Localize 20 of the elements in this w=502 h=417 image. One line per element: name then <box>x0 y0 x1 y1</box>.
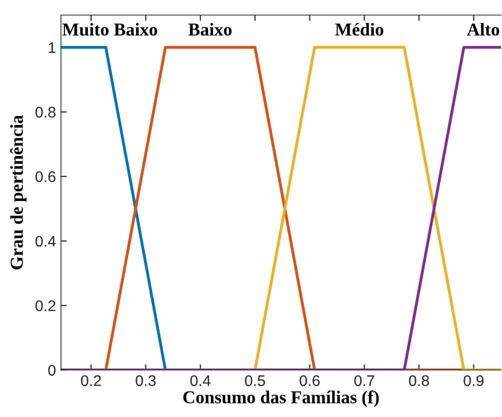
x-tick-label: 0.7 <box>354 375 374 386</box>
x-tick-label: 0.6 <box>300 375 320 386</box>
series-label: Baixo <box>188 22 232 36</box>
y-tick-label: 0.6 <box>35 171 56 182</box>
series-label: Médio <box>335 22 384 36</box>
y-tick-label: 0.4 <box>35 236 56 247</box>
x-axis-title: Consumo das Famílias (f) <box>183 390 379 408</box>
x-tick-label: 0.4 <box>190 375 211 386</box>
x-tick-label: 0.9 <box>464 375 484 386</box>
y-tick-label: 0.2 <box>35 300 56 312</box>
x-tick-label: 0.8 <box>408 375 429 386</box>
series-label: Alto <box>466 22 500 36</box>
x-tick-label: 0.3 <box>136 375 156 386</box>
y-tick-label: 0.8 <box>35 106 56 118</box>
series-label: Muito Baixo <box>62 22 158 36</box>
y-tick-label: 1 <box>48 42 56 53</box>
x-tick-label: 0.2 <box>81 375 101 386</box>
x-tick-label: 0.5 <box>245 375 266 386</box>
y-axis-title: Grau de pertinência <box>10 115 27 270</box>
y-tick-label: 0 <box>48 364 56 376</box>
